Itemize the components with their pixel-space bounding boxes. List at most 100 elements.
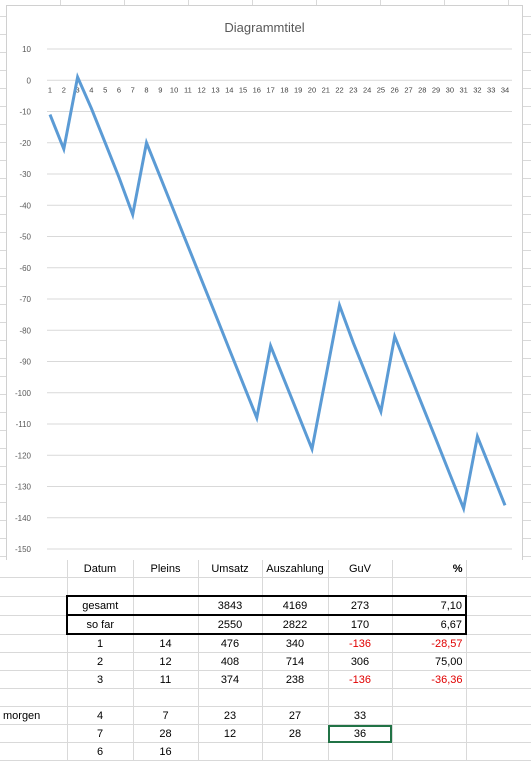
series-line[interactable]: [48, 72, 507, 514]
header-guv[interactable]: GuV: [328, 560, 393, 578]
row-umsatz[interactable]: 408: [198, 652, 263, 671]
gesamt-percent[interactable]: 7,10: [392, 595, 467, 616]
cell[interactable]: [466, 706, 531, 725]
sofar-umsatz[interactable]: 2550: [198, 615, 263, 635]
sofar-auszahlung[interactable]: 2822: [262, 615, 329, 635]
sofar-guv[interactable]: 170: [328, 615, 393, 635]
cell[interactable]: [133, 688, 199, 707]
cell[interactable]: [0, 670, 68, 689]
cell[interactable]: [0, 577, 68, 597]
row-percent[interactable]: -28,57: [392, 634, 467, 653]
sofar-label[interactable]: so far: [66, 615, 134, 635]
header-datum[interactable]: Datum: [67, 560, 134, 578]
cell[interactable]: [466, 634, 531, 653]
cell[interactable]: [392, 724, 467, 743]
row-umsatz[interactable]: 23: [198, 706, 263, 725]
cell[interactable]: [328, 742, 393, 761]
cell[interactable]: [392, 706, 467, 725]
row-auszahlung[interactable]: 340: [262, 634, 329, 653]
cell[interactable]: [0, 652, 68, 671]
row-umsatz[interactable]: 374: [198, 670, 263, 689]
cell[interactable]: [198, 688, 263, 707]
row-pleins[interactable]: 12: [133, 652, 199, 671]
cell[interactable]: [0, 560, 68, 578]
sofar-percent[interactable]: 6,67: [392, 615, 467, 635]
x-tick-label: 19: [294, 85, 302, 94]
cell[interactable]: [466, 560, 531, 578]
row-guv[interactable]: -136: [328, 670, 393, 689]
cell[interactable]: [0, 634, 68, 653]
x-tick-label: 25: [377, 85, 385, 94]
row-datum[interactable]: 1: [67, 634, 134, 653]
row-pleins[interactable]: 28: [133, 724, 199, 743]
x-tick-label: 21: [322, 85, 330, 94]
x-tick-label: 26: [391, 85, 399, 94]
morgen-label[interactable]: morgen: [0, 706, 68, 725]
cell[interactable]: [466, 596, 531, 616]
row-pleins[interactable]: 7: [133, 706, 199, 725]
row-datum[interactable]: 2: [67, 652, 134, 671]
sofar-pleins[interactable]: [133, 615, 199, 635]
row-auszahlung[interactable]: 238: [262, 670, 329, 689]
cell[interactable]: [0, 742, 68, 761]
row-datum[interactable]: 7: [67, 724, 134, 743]
row-guv[interactable]: 33: [328, 706, 393, 725]
cell[interactable]: [392, 688, 467, 707]
cell[interactable]: [466, 615, 531, 635]
cell[interactable]: [0, 688, 68, 707]
header-auszahlung[interactable]: Auszahlung: [262, 560, 329, 578]
cell[interactable]: [466, 652, 531, 671]
row-guv[interactable]: 306: [328, 652, 393, 671]
cell[interactable]: [262, 742, 329, 761]
header-umsatz[interactable]: Umsatz: [198, 560, 263, 578]
row-datum[interactable]: 6: [67, 742, 134, 761]
chart-title[interactable]: Diagrammtitel: [224, 20, 305, 35]
cell[interactable]: [0, 724, 68, 743]
cell[interactable]: [198, 742, 263, 761]
y-tick-label: 10: [22, 45, 31, 54]
cell[interactable]: [67, 577, 134, 597]
gesamt-pleins[interactable]: [133, 595, 199, 616]
row-percent[interactable]: -36,36: [392, 670, 467, 689]
y-tick-label: -40: [19, 201, 31, 210]
cell[interactable]: [67, 688, 134, 707]
table-row: 2 12 408 714 306 75,00: [0, 652, 531, 671]
cell[interactable]: [328, 688, 393, 707]
cell[interactable]: [198, 577, 263, 597]
row-auszahlung[interactable]: 714: [262, 652, 329, 671]
row-auszahlung[interactable]: 27: [262, 706, 329, 725]
cell[interactable]: [466, 724, 531, 743]
row-auszahlung[interactable]: 28: [262, 724, 329, 743]
cell[interactable]: [262, 577, 329, 597]
chart-area[interactable]: Diagrammtitel 10 0 -10 -20 -30 -40 -50 -60 -70 -8…: [6, 5, 523, 565]
row-percent[interactable]: 75,00: [392, 652, 467, 671]
cell[interactable]: [0, 615, 68, 635]
cell[interactable]: [466, 577, 531, 597]
row-umsatz[interactable]: 476: [198, 634, 263, 653]
header-percent[interactable]: %: [392, 560, 467, 578]
header-pleins[interactable]: Pleins: [133, 560, 199, 578]
cell[interactable]: [328, 577, 393, 597]
cell[interactable]: [466, 688, 531, 707]
cell[interactable]: [0, 596, 68, 616]
row-pleins[interactable]: 11: [133, 670, 199, 689]
cell[interactable]: [133, 577, 199, 597]
gesamt-umsatz[interactable]: 3843: [198, 595, 263, 616]
cell[interactable]: [392, 742, 467, 761]
row-umsatz[interactable]: 12: [198, 724, 263, 743]
row-datum[interactable]: 3: [67, 670, 134, 689]
row-pleins[interactable]: 14: [133, 634, 199, 653]
cell[interactable]: [262, 688, 329, 707]
row-guv[interactable]: -136: [328, 634, 393, 653]
row-pleins[interactable]: 16: [133, 742, 199, 761]
x-tick-label: 29: [432, 85, 440, 94]
cell[interactable]: [392, 577, 467, 597]
x-tick-label: 30: [446, 85, 454, 94]
cell[interactable]: [466, 742, 531, 761]
gesamt-guv[interactable]: 273: [328, 595, 393, 616]
cell[interactable]: [466, 670, 531, 689]
gesamt-label[interactable]: gesamt: [66, 595, 134, 616]
gesamt-auszahlung[interactable]: 4169: [262, 595, 329, 616]
row-datum[interactable]: 4: [67, 706, 134, 725]
selected-cell[interactable]: 36: [328, 724, 393, 743]
